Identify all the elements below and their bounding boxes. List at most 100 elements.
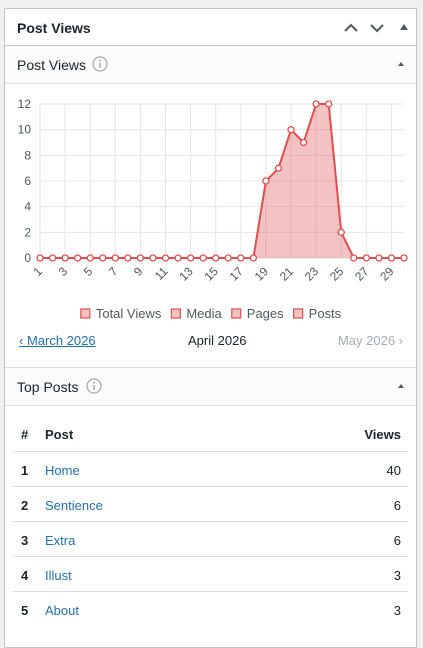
table-row: 2 Sentience 6: [13, 486, 408, 522]
point: [312, 100, 320, 108]
legend-item: Pages: [231, 306, 284, 321]
section-toggle[interactable]: [396, 382, 406, 390]
move-up[interactable]: [344, 23, 358, 32]
x-tick-label: 29: [377, 264, 397, 284]
rank: 4: [21, 568, 29, 583]
point: [337, 228, 345, 236]
rank: 3: [21, 533, 29, 548]
column-header: Post: [45, 427, 74, 442]
post-link[interactable]: Illust: [45, 568, 72, 583]
point: [61, 254, 69, 262]
x-tick-label: 15: [201, 264, 221, 284]
section-title: Top Posts: [17, 379, 79, 395]
x-tick-label: 23: [302, 264, 322, 284]
section-header: Post Views: [5, 46, 416, 84]
y-tick-label: 0: [24, 251, 31, 265]
x-tick-label: 13: [176, 264, 196, 284]
table-row: 5 About 3: [13, 591, 408, 627]
info-icon[interactable]: [86, 378, 102, 394]
table-row: 1 Home 40: [13, 451, 408, 487]
point: [224, 254, 232, 262]
point: [325, 100, 333, 108]
column-header: #: [21, 427, 29, 442]
point: [74, 254, 82, 262]
legend-item: Media: [170, 306, 223, 321]
x-tick-label: 11: [152, 264, 171, 283]
point: [174, 254, 182, 262]
legend-label: Total Views: [96, 306, 162, 321]
point: [262, 177, 270, 185]
point: [387, 254, 396, 262]
x-tick-label: 27: [352, 264, 372, 284]
legend-swatch: [231, 308, 242, 319]
point: [161, 254, 170, 262]
current-month: April 2026: [188, 333, 247, 348]
y-tick-label: 2: [24, 225, 31, 239]
post-link[interactable]: Extra: [45, 533, 76, 548]
info-icon[interactable]: [92, 56, 108, 72]
point: [136, 254, 145, 262]
y-tick-label: 12: [18, 97, 32, 111]
point: [400, 254, 408, 262]
x-tick-label: 3: [56, 264, 71, 279]
legend-label: Posts: [309, 306, 342, 321]
table-row: 3 Extra 6: [13, 521, 408, 557]
widget: Post Views Post Views 0 2 4 6 8 10 12 1 3 5 7 9 11 13…: [4, 8, 417, 648]
table-row: 4 Illust 3: [13, 556, 408, 592]
point: [186, 254, 195, 262]
point: [199, 254, 207, 262]
x-tick-label: 21: [277, 264, 297, 284]
x-tick-label: 9: [131, 264, 146, 279]
views: 40: [386, 463, 401, 478]
point: [99, 254, 107, 262]
point: [299, 138, 308, 147]
point: [86, 254, 94, 262]
point: [36, 254, 44, 262]
x-tick-label: 1: [30, 264, 45, 279]
x-tick-label: 19: [252, 264, 272, 284]
prev-month[interactable]: ‹ March 2026: [19, 333, 96, 348]
point: [149, 254, 157, 262]
section-toggle[interactable]: [396, 60, 406, 68]
legend-swatch: [293, 308, 304, 319]
point: [375, 254, 383, 262]
x-tick-label: 7: [106, 264, 121, 279]
legend-item: Total Views: [80, 306, 162, 321]
post-link[interactable]: Home: [45, 463, 80, 478]
point: [124, 254, 132, 262]
point: [48, 254, 57, 262]
toggle[interactable]: [400, 24, 408, 30]
post-link[interactable]: About: [45, 603, 79, 618]
legend-swatch: [80, 308, 91, 319]
widget-controls[interactable]: [341, 18, 413, 38]
column-header: Views: [364, 427, 401, 442]
rank: 1: [21, 463, 29, 478]
views: 6: [393, 498, 401, 513]
y-tick-label: 10: [18, 123, 32, 137]
y-tick-label: 4: [24, 200, 31, 214]
views: 3: [393, 568, 401, 583]
views: 3: [393, 603, 401, 618]
point: [362, 254, 370, 262]
legend-label: Pages: [247, 306, 284, 321]
legend-swatch: [170, 308, 181, 319]
move-down[interactable]: [370, 24, 384, 33]
point: [287, 126, 295, 134]
point: [111, 254, 119, 262]
x-tick-label: 25: [327, 264, 347, 284]
rank: 2: [21, 498, 29, 513]
legend-item: Posts: [293, 306, 342, 321]
post-link[interactable]: Sentience: [45, 498, 103, 513]
point: [249, 254, 258, 262]
point: [274, 164, 283, 172]
legend-label: Media: [186, 306, 222, 321]
x-tick-label: 5: [81, 264, 96, 279]
x-tick-label: 17: [227, 264, 247, 284]
rank: 5: [21, 603, 29, 618]
page: Post Views Post Views 0 2 4 6 8 10 12 1 3 5 7 9 11 13…: [4, 8, 417, 648]
section-header: Top Posts: [5, 367, 416, 406]
table: # Post Views 1 Home 40 2 Sentience 6 3 Extra 6 4 Illu…: [5, 415, 416, 645]
section-title: Post Views: [17, 57, 86, 73]
area: [40, 104, 404, 258]
